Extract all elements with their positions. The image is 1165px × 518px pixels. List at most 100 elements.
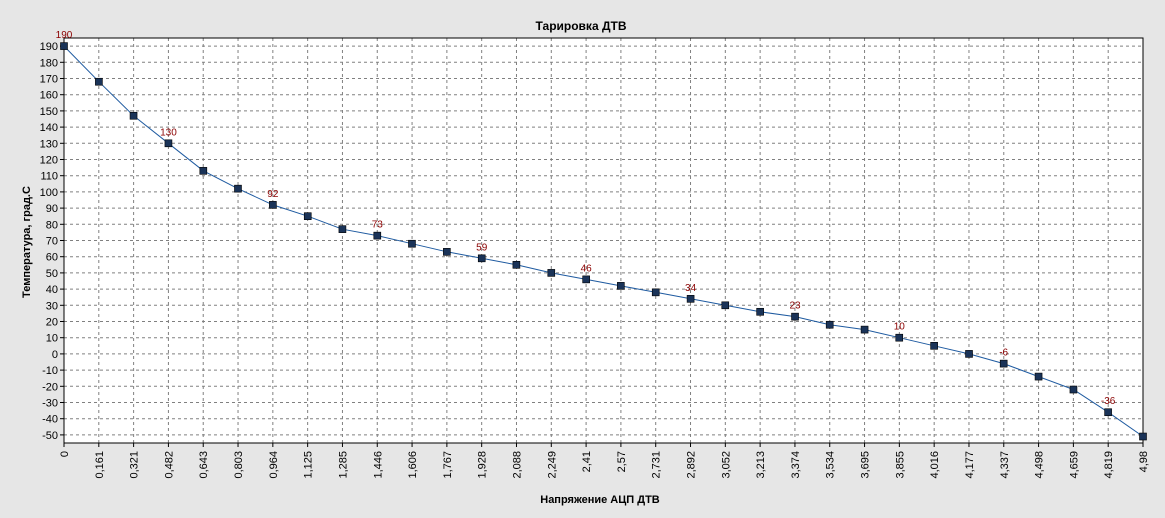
y-tick-label: 30 [46, 300, 58, 312]
y-tick-label: 140 [40, 122, 58, 134]
x-tick-label: 2,41 [581, 451, 593, 472]
data-point [1104, 408, 1112, 417]
y-tick-label: 100 [40, 187, 58, 199]
x-tick-label: 1,606 [407, 451, 419, 479]
x-tick-label: 0,161 [94, 451, 106, 479]
y-tick-label: 120 [40, 155, 58, 167]
data-point [651, 288, 660, 297]
x-tick-label: 0,482 [163, 451, 175, 479]
data-point [303, 212, 312, 220]
data-point [547, 269, 556, 277]
x-tick-label: 1,446 [372, 451, 384, 479]
x-tick-label: 2,731 [651, 451, 663, 479]
y-tick-label: 40 [46, 284, 58, 296]
data-label: 46 [581, 263, 593, 274]
data-point [756, 307, 764, 316]
x-tick-label: 3,534 [825, 451, 837, 479]
data-point [930, 341, 938, 350]
data-point [895, 333, 904, 342]
x-tick-label: 3,374 [790, 451, 802, 479]
data-label: 92 [267, 189, 279, 200]
y-tick-label: 70 [46, 236, 58, 248]
y-tick-label: 80 [46, 219, 58, 231]
x-tick-label: 2,892 [686, 451, 698, 479]
x-tick-label: 0,803 [233, 451, 245, 479]
y-tick-label: 110 [40, 171, 58, 183]
data-point [965, 350, 973, 358]
data-point [1139, 432, 1147, 441]
plot-frame [63, 37, 1144, 444]
y-tick-label: -40 [42, 414, 58, 426]
data-point [60, 42, 68, 50]
y-tick-label: 50 [46, 268, 58, 280]
chart-title: Тарировка ДТВ [535, 19, 626, 33]
data-point [617, 282, 625, 290]
data-point [1034, 372, 1043, 381]
data-point [721, 301, 730, 310]
x-tick-label: 4,177 [964, 451, 976, 479]
data-label: 190 [56, 30, 73, 41]
data-point [999, 359, 1008, 368]
x-tick-label: 2,088 [511, 451, 523, 479]
plot-background [64, 38, 1143, 443]
y-tick-label: -10 [42, 365, 58, 377]
data-label: 59 [476, 242, 488, 253]
y-tick-label: 170 [40, 74, 58, 86]
data-point [164, 139, 173, 148]
data-label: 34 [685, 283, 697, 294]
data-point [443, 248, 451, 256]
data-point [129, 111, 138, 120]
y-tick-label: -30 [42, 398, 58, 410]
x-axis-label: Напряжение АЦП ДТВ [540, 494, 660, 506]
y-tick-label: 130 [40, 138, 58, 150]
data-point [1069, 385, 1078, 394]
plot-area: 0 0,161 0,321 0,482 0,643 0,803 0,964 1,125 1,28… [40, 30, 1150, 478]
data-point [582, 275, 590, 284]
data-point [269, 201, 277, 209]
x-tick-label: 2,249 [546, 451, 558, 479]
x-tick-label: 4,498 [1034, 451, 1046, 479]
y-tick-label: 180 [40, 57, 58, 69]
y-tick-label: -50 [42, 430, 58, 442]
x-tick-label: 3,213 [755, 451, 767, 479]
x-tick-label: 0,643 [198, 451, 210, 479]
data-point [373, 231, 382, 240]
data-point [477, 254, 486, 263]
x-tick-label: 3,052 [720, 451, 732, 479]
x-tick-label: 4,659 [1068, 451, 1080, 479]
data-point [95, 77, 103, 86]
x-tick-label: 4,819 [1103, 451, 1115, 479]
data-label: 73 [372, 220, 384, 231]
data-point [338, 225, 347, 233]
series-line [63, 45, 1144, 437]
data-point [234, 184, 242, 193]
data-point [860, 325, 869, 334]
x-tick-label: 4,98 [1138, 451, 1150, 472]
x-tick-label: 0,321 [129, 451, 141, 479]
y-tick-label: 150 [40, 106, 58, 118]
data-label: 23 [789, 301, 801, 312]
data-point [791, 312, 799, 321]
x-tick-label: 4,016 [929, 451, 941, 479]
data-point [408, 239, 416, 248]
x-tick-label: 2,57 [616, 451, 628, 472]
x-tick-label: 1,125 [303, 451, 315, 479]
x-tick-label: 3,695 [860, 451, 872, 479]
y-tick-label: -20 [42, 381, 58, 393]
x-tick-label: 4,337 [999, 451, 1011, 479]
x-tick-label: 1,285 [337, 451, 349, 479]
x-tick-label: 3,855 [894, 451, 906, 479]
x-tick-label: 0,964 [268, 451, 280, 479]
y-tick-label: 160 [40, 90, 58, 102]
x-tick-label: 1,928 [477, 451, 489, 479]
y-axis-label: Температура, град.С [21, 186, 33, 298]
y-tick-label: 20 [46, 317, 58, 329]
y-tick-label: 10 [46, 333, 58, 345]
y-tick-label: 90 [46, 203, 58, 215]
x-tick-label: 1,767 [442, 451, 454, 479]
data-point [512, 260, 521, 269]
data-point [825, 320, 834, 329]
y-tick-label: 190 [40, 41, 58, 53]
